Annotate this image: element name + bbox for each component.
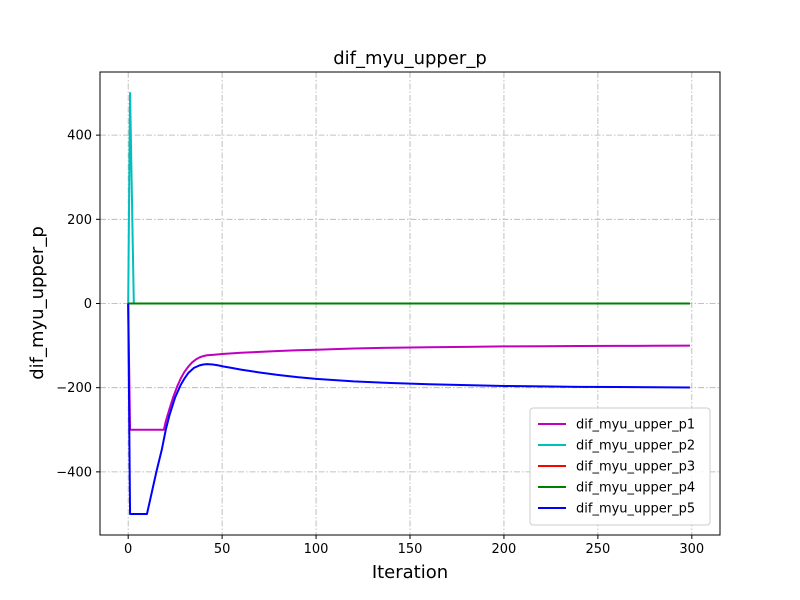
x-tick-label: 150	[398, 542, 423, 557]
series-line-1	[127, 303, 690, 431]
y-tick-label: 200	[67, 213, 92, 228]
chart-title: dif_myu_upper_p	[333, 48, 487, 69]
x-tick-label: 0	[124, 542, 132, 557]
legend-label-5: dif_myu_upper_p5	[576, 502, 695, 517]
legend-frame	[529, 407, 711, 526]
legend-label-3: dif_myu_upper_p3	[576, 460, 695, 475]
series-line-5	[127, 303, 690, 515]
y-tick-label: −400	[56, 465, 92, 480]
legend-label-2: dif_myu_upper_p2	[576, 439, 695, 454]
legend: dif_myu_upper_p1 dif_myu_upper_p2 dif_myu_…	[529, 407, 711, 526]
x-tick-label: 50	[214, 542, 231, 557]
x-tick-label: 100	[304, 542, 329, 557]
y-tick-label: 0	[84, 297, 92, 312]
y-tick-label: −200	[56, 381, 92, 396]
x-axis-label: Iteration	[372, 562, 448, 583]
y-tick-label: 400	[67, 129, 92, 144]
y-axis-label: dif_myu_upper_p	[27, 226, 48, 380]
tick-layer: 0 50 100 150 200 250 300 −400 −200 0 200 400	[56, 129, 704, 557]
series-layer	[127, 92, 690, 515]
x-tick-label: 300	[679, 542, 704, 557]
legend-label-1: dif_myu_upper_p1	[576, 418, 695, 433]
x-tick-label: 250	[585, 542, 610, 557]
series-line-2	[127, 92, 690, 305]
legend-label-4: dif_myu_upper_p4	[576, 481, 695, 496]
x-tick-label: 200	[492, 542, 517, 557]
